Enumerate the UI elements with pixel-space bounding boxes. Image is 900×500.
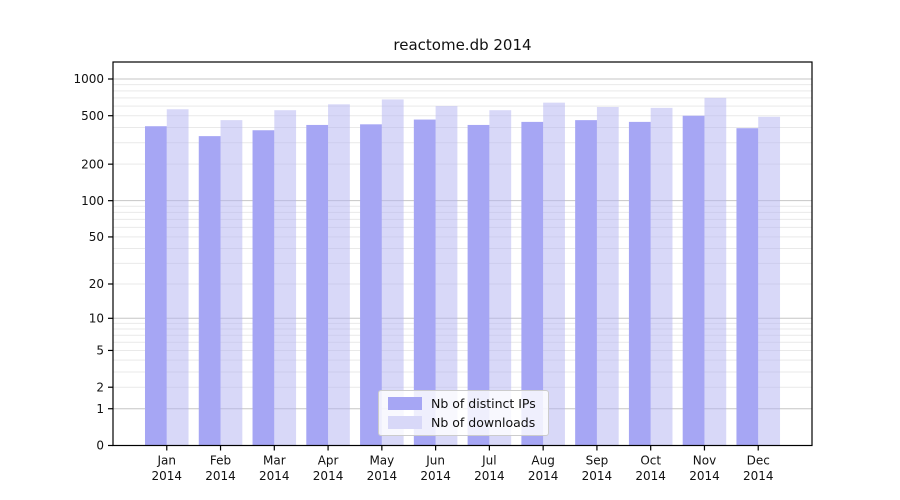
- x-tick-label-year: 2014: [205, 469, 236, 483]
- x-tick-label-year: 2014: [420, 469, 451, 483]
- plot-border: [112, 61, 813, 447]
- x-tick-label-month: Feb: [210, 454, 231, 468]
- bar-feb-downloads: [220, 120, 243, 446]
- chart-title: reactome.db 2014: [393, 36, 532, 54]
- bar-oct-distinct-ips: [628, 121, 651, 446]
- legend-swatch-distinct-ips: [388, 397, 422, 410]
- bar-mar-distinct-ips: [252, 130, 275, 446]
- x-tick-label-year: 2014: [474, 469, 505, 483]
- bar-apr-distinct-ips: [306, 124, 329, 446]
- x-tick-label-year: 2014: [151, 469, 182, 483]
- x-tick-label-year: 2014: [582, 469, 613, 483]
- legend-label-distinct-ips: Nb of distinct IPs: [431, 396, 536, 411]
- legend-label-downloads: Nb of downloads: [431, 415, 536, 430]
- y-tick-label: 50: [89, 230, 104, 244]
- bar-nov-downloads: [704, 97, 727, 446]
- x-tick-label-month: Oct: [640, 454, 661, 468]
- bar-sep-distinct-ips: [575, 120, 597, 446]
- x-tick-label-year: 2014: [259, 469, 290, 483]
- bar-feb-distinct-ips: [198, 136, 221, 446]
- legend-entry-downloads: Nb of downloads: [388, 415, 536, 430]
- bar-sep-downloads: [596, 106, 619, 446]
- bar-jan-downloads: [166, 109, 189, 446]
- legend-swatch-downloads: [388, 416, 422, 429]
- bar-may-distinct-ips: [360, 124, 382, 446]
- bar-jan-distinct-ips: [144, 126, 167, 446]
- bar-jul-downloads: [489, 110, 512, 446]
- x-tick-label-year: 2014: [635, 469, 666, 483]
- y-tick-label: 0: [96, 439, 104, 453]
- bar-dec-distinct-ips: [736, 128, 759, 446]
- x-tick-label-year: 2014: [313, 469, 344, 483]
- bar-aug-downloads: [543, 102, 565, 446]
- y-tick-label: 100: [81, 194, 104, 208]
- bar-mar-downloads: [274, 110, 297, 446]
- x-tick-label-month: Jul: [481, 454, 496, 468]
- bar-jun-downloads: [435, 106, 458, 446]
- y-tick-label: 1000: [73, 72, 104, 86]
- y-tick-label: 2: [96, 380, 104, 394]
- bar-jul-distinct-ips: [467, 124, 490, 446]
- bar-apr-downloads: [328, 104, 350, 446]
- x-tick-label-year: 2014: [367, 469, 398, 483]
- x-tick-label-year: 2014: [743, 469, 774, 483]
- x-tick-label-month: Jun: [425, 454, 445, 468]
- bar-nov-distinct-ips: [682, 115, 705, 446]
- x-tick-label-year: 2014: [528, 469, 559, 483]
- bar-may-downloads: [381, 99, 404, 446]
- x-tick-label-month: Nov: [693, 454, 716, 468]
- bar-oct-downloads: [650, 107, 673, 446]
- x-tick-label-month: Dec: [747, 454, 770, 468]
- x-tick-label-month: Mar: [263, 454, 286, 468]
- legend: Nb of distinct IPs Nb of downloads: [378, 390, 549, 436]
- x-tick-label-month: Aug: [531, 454, 554, 468]
- x-tick-label-month: Jan: [157, 454, 177, 468]
- x-tick-label-month: May: [369, 454, 394, 468]
- bar-aug-distinct-ips: [521, 121, 544, 446]
- x-tick-label-month: Sep: [586, 454, 609, 468]
- y-tick-label: 10: [89, 311, 104, 325]
- x-tick-label-month: Apr: [318, 454, 339, 468]
- y-tick-label: 20: [89, 277, 104, 291]
- y-tick-label: 1: [96, 402, 104, 416]
- bar-dec-downloads: [758, 116, 781, 446]
- x-tick-label-year: 2014: [689, 469, 720, 483]
- legend-entry-distinct-ips: Nb of distinct IPs: [388, 396, 536, 411]
- y-tick-label: 500: [81, 109, 104, 123]
- bar-jun-distinct-ips: [413, 119, 436, 446]
- y-tick-label: 200: [81, 157, 104, 171]
- y-tick-label: 5: [96, 344, 104, 358]
